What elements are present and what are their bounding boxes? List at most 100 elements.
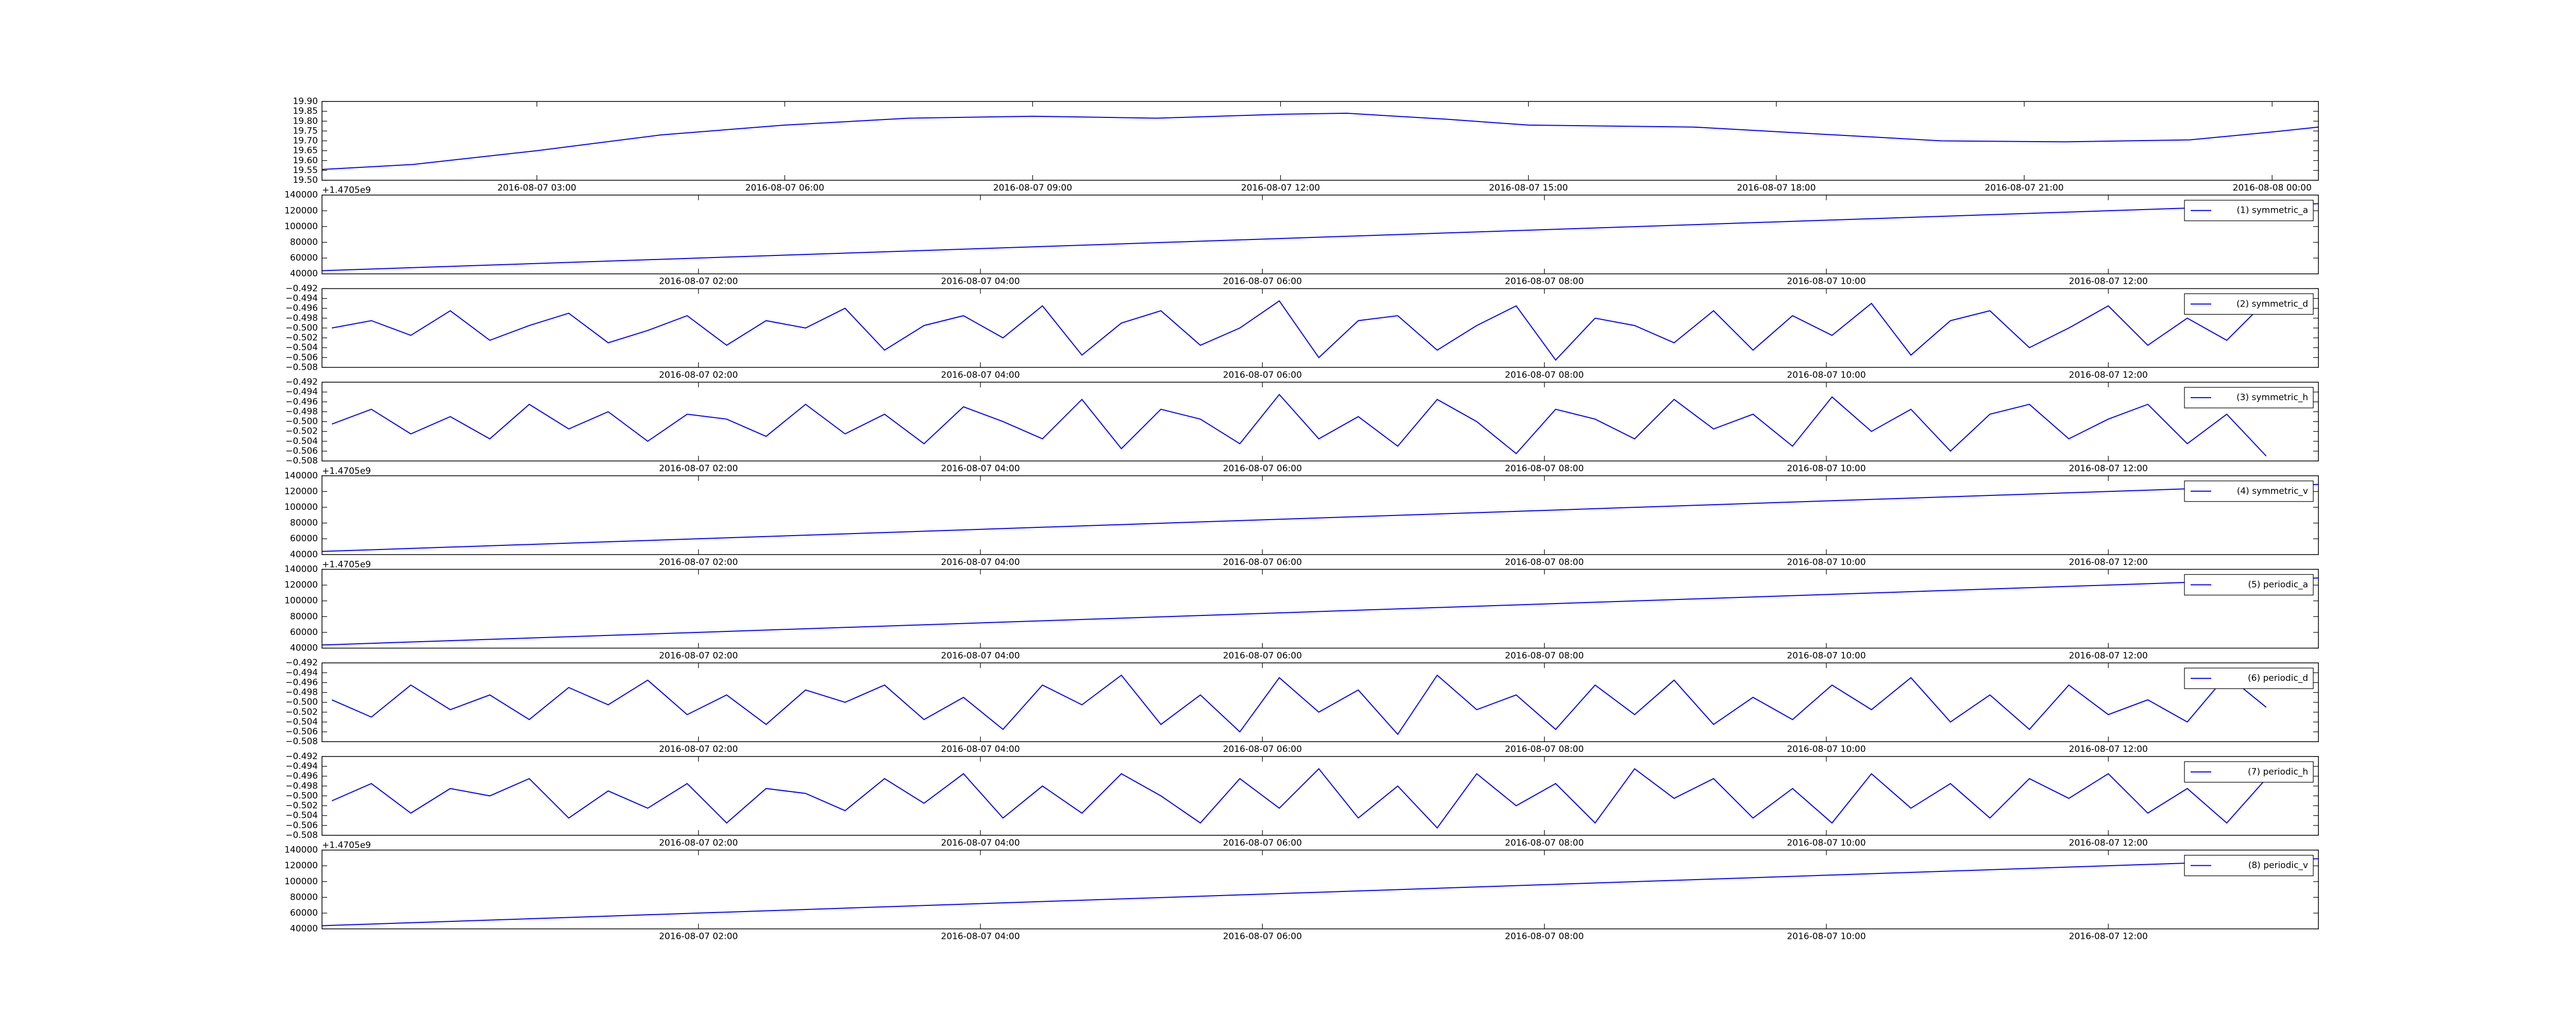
y-tick-label: 19.85: [293, 106, 318, 116]
x-tick-label: 2016-08-07 06:00: [1223, 370, 1302, 380]
x-tick-label: 2016-08-07 02:00: [659, 838, 738, 848]
line-series: [322, 577, 2318, 646]
x-tick-label: 2016-08-08 00:00: [2233, 183, 2312, 193]
x-tick-label: 2016-08-07 02:00: [659, 651, 738, 661]
y-tick-label: −0.502: [285, 707, 318, 717]
x-tick-label: 2016-08-07 06:00: [745, 183, 824, 193]
line-series: [331, 674, 2267, 735]
y-tick-label: 60000: [290, 534, 318, 544]
y-tick-label: 140000: [284, 564, 318, 575]
y-tick-label: −0.496: [285, 397, 318, 407]
y-tick-label: −0.492: [285, 377, 318, 387]
y-tick-label: −0.502: [285, 426, 318, 437]
y-tick-label: −0.498: [285, 781, 318, 791]
y-tick-label: 60000: [290, 908, 318, 918]
x-tick-label: 2016-08-07 03:00: [497, 183, 576, 193]
axes-frame: [321, 194, 2319, 274]
subplot: −0.508−0.506−0.504−0.502−0.500−0.498−0.4…: [285, 658, 2319, 754]
axes-frame: [321, 475, 2319, 555]
axes-frame: [321, 849, 2319, 930]
x-tick-label: 2016-08-07 06:00: [1223, 744, 1302, 754]
y-tick-label: 80000: [290, 518, 318, 528]
y-tick-label: −0.506: [285, 352, 318, 363]
y-tick-label: 80000: [290, 611, 318, 622]
y-tick-label: 140000: [284, 471, 318, 481]
line-series: [331, 768, 2267, 829]
subplot: −0.508−0.506−0.504−0.502−0.500−0.498−0.4…: [285, 751, 2319, 848]
x-tick-label: 2016-08-07 02:00: [659, 744, 738, 754]
y-tick-label: 140000: [284, 845, 318, 855]
x-tick-label: 2016-08-07 04:00: [941, 557, 1020, 568]
axes-frame: [321, 382, 2319, 461]
x-tick-label: 2016-08-07 10:00: [1787, 464, 1866, 474]
y-tick-label: 19.60: [293, 156, 318, 166]
legend-label: (5) periodic_a: [2248, 580, 2308, 590]
legend-label: (6) periodic_d: [2248, 673, 2308, 683]
y-tick-label: −0.492: [285, 751, 318, 762]
x-tick-label: 2016-08-07 12:00: [2069, 557, 2148, 568]
x-tick-label: 2016-08-07 04:00: [941, 651, 1020, 661]
x-tick-label: 2016-08-07 21:00: [1985, 183, 2063, 193]
y-tick-label: 120000: [284, 205, 318, 216]
x-tick-label: 2016-08-07 06:00: [1223, 838, 1302, 848]
x-tick-label: 2016-08-07 04:00: [941, 932, 1020, 942]
x-tick-label: 2016-08-07 12:00: [2069, 277, 2148, 287]
legend-label: (1) symmetric_a: [2236, 205, 2308, 216]
y-tick-label: −0.502: [285, 801, 318, 811]
x-tick-label: 2016-08-07 04:00: [941, 744, 1020, 754]
y-tick-label: −0.500: [285, 697, 318, 708]
x-tick-label: 2016-08-07 10:00: [1787, 277, 1866, 287]
y-tick-label: −0.506: [285, 446, 318, 456]
x-tick-label: 2016-08-07 12:00: [2069, 838, 2148, 848]
axes-frame: [321, 756, 2319, 836]
y-tick-label: −0.492: [285, 283, 318, 294]
y-tick-label: 80000: [290, 237, 318, 248]
y-tick-label: 120000: [284, 580, 318, 590]
x-tick-label: 2016-08-07 12:00: [2069, 932, 2148, 942]
line-series: [322, 484, 2318, 552]
y-tick-label: −0.494: [285, 761, 318, 771]
x-tick-label: 2016-08-07 08:00: [1505, 370, 1584, 380]
line-series: [332, 300, 2267, 361]
axes-frame: [321, 288, 2319, 368]
x-tick-label: 2016-08-07 04:00: [941, 464, 1020, 474]
line-series: [322, 112, 2318, 170]
y-tick-label: 40000: [290, 924, 318, 934]
y-tick-label: −0.506: [285, 820, 318, 831]
x-tick-label: 2016-08-07 09:00: [993, 183, 1072, 193]
x-tick-label: 2016-08-07 10:00: [1787, 838, 1866, 848]
y-tick-label: 100000: [284, 502, 318, 512]
y-tick-label: 19.80: [293, 116, 318, 126]
x-tick-label: 2016-08-07 02:00: [659, 370, 738, 380]
y-tick-label: −0.500: [285, 417, 318, 427]
y-tick-label: 40000: [290, 550, 318, 560]
x-tick-label: 2016-08-07 12:00: [2069, 651, 2148, 661]
x-tick-label: 2016-08-07 10:00: [1787, 651, 1866, 661]
y-tick-label: −0.494: [285, 667, 318, 678]
y-tick-label: 19.55: [293, 165, 318, 176]
offset-text: +1.4705e9: [322, 466, 371, 476]
x-tick-label: 2016-08-07 04:00: [941, 838, 1020, 848]
y-tick-label: 100000: [284, 221, 318, 232]
legend-label: (4) symmetric_v: [2237, 486, 2308, 496]
x-tick-label: 2016-08-07 08:00: [1505, 932, 1584, 942]
y-tick-label: −0.494: [285, 294, 318, 304]
y-tick-label: −0.508: [285, 736, 318, 747]
y-tick-label: −0.508: [285, 362, 318, 372]
line-series: [331, 393, 2267, 457]
subplot: 40000 60000 80000 100000 120000 140000 2016-08…: [284, 185, 2319, 287]
line-series: [322, 858, 2318, 926]
x-tick-label: 2016-08-07 08:00: [1505, 557, 1584, 568]
subplot: 40000 60000 80000 100000 120000 140000 2016-08…: [284, 466, 2319, 568]
x-tick-label: 2016-08-07 02:00: [659, 277, 738, 287]
y-tick-label: −0.498: [285, 313, 318, 323]
y-tick-label: 100000: [284, 596, 318, 606]
y-tick-label: −0.496: [285, 303, 318, 314]
y-tick-label: −0.504: [285, 436, 318, 447]
y-tick-label: 120000: [284, 486, 318, 496]
subplot: 40000 60000 80000 100000 120000 140000 2016-08…: [284, 560, 2319, 661]
y-tick-label: 40000: [290, 269, 318, 279]
x-tick-label: 2016-08-07 06:00: [1223, 277, 1302, 287]
x-tick-label: 2016-08-07 04:00: [941, 370, 1020, 380]
y-tick-label: −0.496: [285, 771, 318, 781]
